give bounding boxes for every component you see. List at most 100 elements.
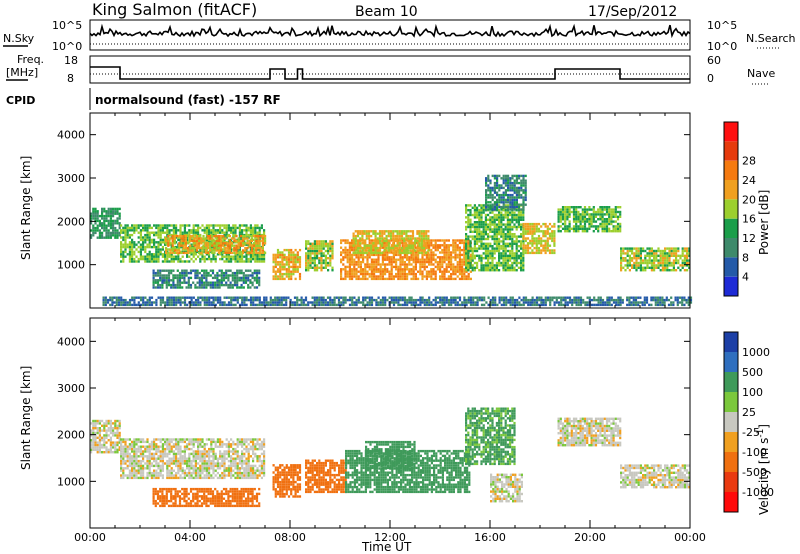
heatmap-cell [419, 270, 422, 273]
heatmap-cell [476, 237, 479, 241]
heatmap-cell [482, 206, 485, 209]
heatmap-cell [367, 232, 371, 235]
heatmap-cell [263, 260, 266, 263]
heatmap-cell [500, 261, 503, 265]
heatmap-cell [142, 238, 145, 242]
heatmap-cell [502, 249, 505, 253]
heatmap-cell [553, 242, 556, 245]
heatmap-cell [103, 207, 106, 211]
heatmap-cell [395, 275, 398, 278]
heatmap-cell [322, 259, 325, 262]
heatmap-cell [244, 281, 248, 284]
heatmap-cell [631, 252, 634, 255]
heatmap-cell [357, 277, 360, 281]
heatmap-cell [483, 298, 486, 302]
heatmap-cell [362, 272, 365, 276]
heatmap-cell [597, 208, 600, 211]
heatmap-cell [159, 303, 162, 307]
heatmap-cell [560, 301, 563, 304]
heatmap-cell [239, 234, 242, 238]
heatmap-cell [235, 251, 238, 255]
heatmap-cell [414, 242, 417, 245]
heatmap-cell [365, 234, 368, 238]
heatmap-cell [327, 242, 330, 245]
heatmap-cell [157, 233, 160, 237]
heatmap-cell [524, 222, 527, 226]
heatmap-cell [502, 233, 505, 236]
heatmap-cell [249, 255, 252, 258]
heatmap-cell [403, 301, 407, 304]
heatmap-cell [98, 234, 101, 237]
heatmap-cell [661, 269, 664, 272]
heatmap-cell [485, 301, 488, 304]
heatmap-cell [566, 218, 569, 221]
heatmap-cell [664, 254, 667, 257]
heatmap-cell [631, 259, 634, 262]
heatmap-cell [383, 237, 386, 240]
heatmap-cell [305, 240, 308, 243]
heatmap-cell [190, 236, 193, 239]
heatmap-cell [168, 238, 171, 242]
heatmap-cell [279, 268, 282, 271]
heatmap-cell [583, 220, 587, 223]
heatmap-cell [476, 216, 479, 219]
heatmap-cell [94, 231, 97, 235]
heatmap-cell [518, 193, 521, 197]
heatmap-cell [344, 246, 347, 249]
heatmap-cell [386, 251, 389, 254]
heatmap-cell [223, 301, 226, 304]
heatmap-cell [135, 224, 138, 227]
heatmap-cell [535, 244, 538, 247]
heatmap-cell [537, 239, 541, 243]
heatmap-cell [98, 214, 101, 218]
heatmap-cell [489, 254, 492, 257]
heatmap-cell [274, 258, 277, 261]
heatmap-cell [381, 256, 384, 259]
heatmap-cell [377, 277, 380, 281]
heatmap-cell [601, 215, 604, 218]
heatmap-cell [161, 281, 164, 284]
heatmap-cell [668, 254, 671, 257]
heatmap-cell [385, 246, 388, 250]
heatmap-cell [642, 261, 645, 265]
heatmap-cell [225, 281, 228, 284]
heatmap-cell [506, 221, 509, 224]
heatmap-cell [296, 298, 299, 302]
heatmap-cell [219, 301, 222, 304]
heatmap-cell [502, 261, 505, 265]
heatmap-cell [454, 270, 457, 273]
heatmap-cell [392, 230, 395, 233]
heatmap-cell [217, 234, 220, 238]
heatmap-cell [546, 246, 549, 250]
heatmap-cell [367, 244, 371, 247]
heatmap-cell [276, 277, 280, 281]
heatmap-cell [409, 244, 412, 247]
heatmap-cell [513, 213, 516, 217]
heatmap-cell [487, 196, 490, 199]
heatmap-cell [377, 253, 380, 257]
heatmap-cell [535, 227, 538, 231]
heatmap-cell [279, 253, 282, 257]
heatmap-cell [491, 237, 494, 241]
heatmap-cell [228, 244, 231, 247]
heatmap-cell [157, 236, 160, 239]
heatmap-cell [398, 242, 401, 245]
heatmap-cell [392, 275, 395, 278]
heatmap-cell [597, 227, 600, 230]
heatmap-cell [657, 266, 660, 269]
heatmap-cell [566, 210, 569, 214]
heatmap-cell [246, 239, 249, 243]
heatmap-cell [397, 296, 400, 299]
heatmap-cell [251, 283, 254, 287]
heatmap-cell [388, 296, 391, 299]
heatmap-cell [208, 257, 211, 261]
heatmap-cell [225, 269, 228, 272]
heatmap-cell [553, 230, 556, 233]
heatmap-cell [445, 296, 448, 299]
heatmap-cell [484, 237, 487, 241]
heatmap-cell [476, 254, 479, 257]
heatmap-cell [239, 239, 242, 243]
heatmap-cell [659, 259, 662, 262]
heatmap-cell [494, 296, 497, 299]
heatmap-cell [157, 253, 160, 256]
